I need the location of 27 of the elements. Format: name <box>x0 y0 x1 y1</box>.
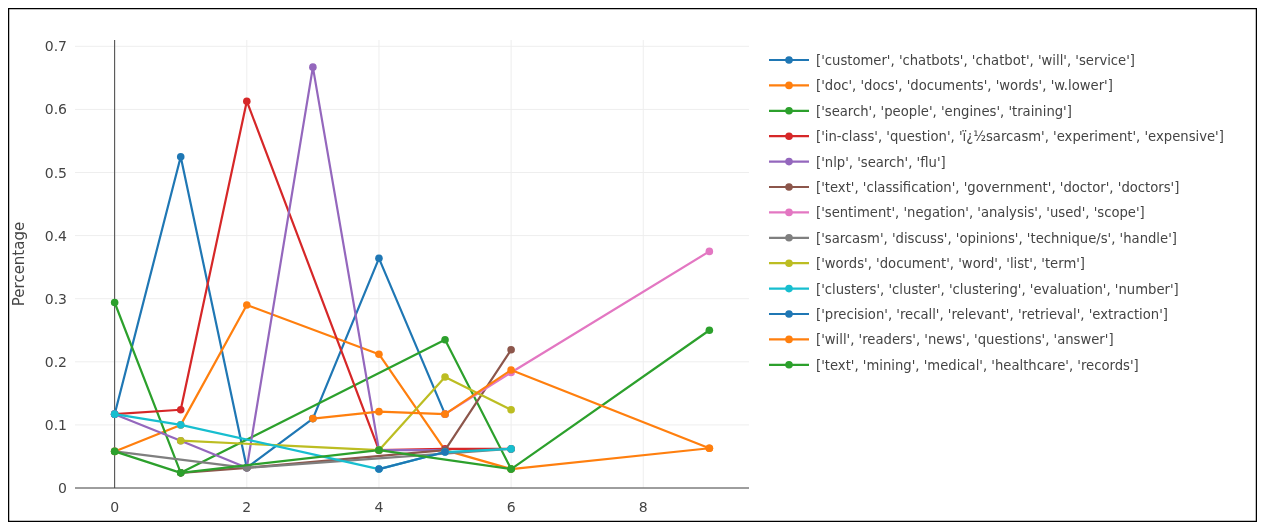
y-tick-label: 0.7 <box>44 38 67 55</box>
legend-label: ['sarcasm', 'discuss', 'opinions', 'technique/s', 'handle'] <box>816 230 1177 246</box>
legend-label: ['search', 'people', 'engines', 'training'] <box>816 103 1072 119</box>
y-tick-label: 0.2 <box>44 353 67 370</box>
legend-label: ['precision', 'recall', 'relevant', 'retrieval', 'extraction'] <box>816 307 1168 322</box>
legend-label: ['doc', 'docs', 'documents', 'words', 'w.lower'] <box>816 78 1113 94</box>
legend-label: ['sentiment', 'negation', 'analysis', 'used', 'scope'] <box>816 205 1145 221</box>
x-tick-label: 6 <box>506 499 516 515</box>
x-tick-label: 8 <box>638 499 648 515</box>
y-tick-label: 0.1 <box>44 416 67 433</box>
legend-label: ['customer', 'chatbots', 'chatbot', 'will', 'service'] <box>816 53 1136 68</box>
y-tick-label: 0.6 <box>44 101 68 118</box>
x-tick-label: 2 <box>242 499 252 515</box>
legend-label: ['words', 'document', 'word', 'list', 'term'] <box>816 256 1086 272</box>
legend-label: ['text', 'classification', 'government', 'doctor', 'doctors'] <box>816 180 1180 195</box>
legend-label: ['text', 'mining', 'medical', 'healthcare', 'records'] <box>816 357 1139 373</box>
y-tick-label: 0.3 <box>44 290 67 307</box>
y-axis-title: Percentage <box>10 221 28 307</box>
y-tick-label: 0 <box>58 480 67 496</box>
legend-label: ['in-class', 'question', 'ï¿½sarcasm', 'experiment', 'expensive'] <box>816 129 1224 145</box>
legend-label: ['nlp', 'search', 'flu'] <box>816 154 946 170</box>
y-tick-label: 0.4 <box>44 227 68 244</box>
legend-label: ['will', 'readers', 'news', 'questions', 'answer'] <box>816 332 1114 348</box>
x-tick-label: 4 <box>374 499 384 515</box>
legend-label: ['clusters', 'cluster', 'clustering', 'evaluation', 'number'] <box>816 281 1179 297</box>
y-tick-label: 0.5 <box>44 164 67 181</box>
x-tick-label: 0 <box>110 499 120 515</box>
